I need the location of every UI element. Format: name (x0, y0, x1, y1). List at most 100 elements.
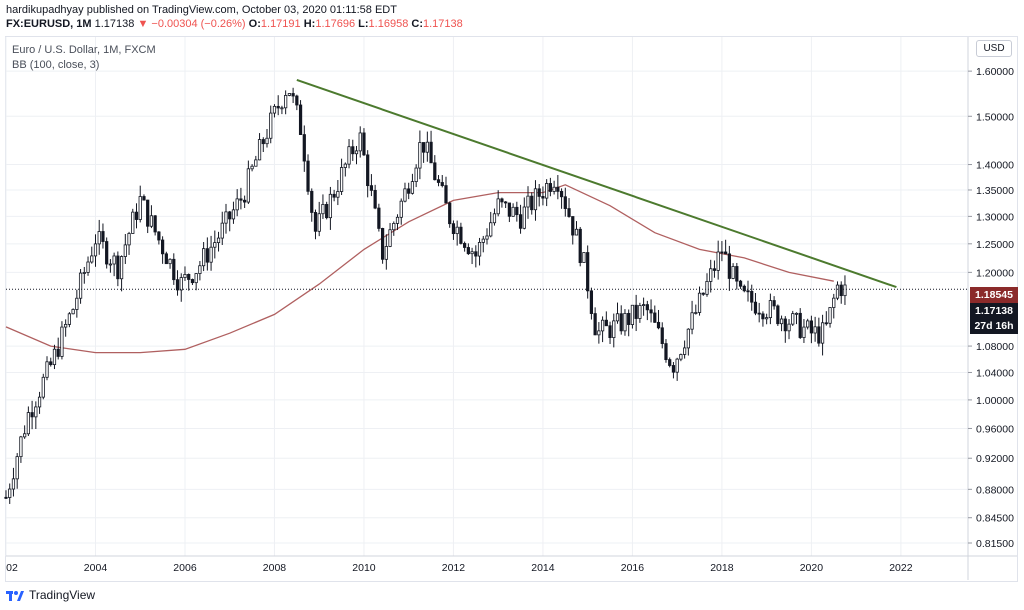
candle-body (813, 326, 817, 334)
candle-body (317, 213, 321, 232)
candle-body (604, 319, 608, 327)
candle-body (675, 358, 679, 373)
currency-button[interactable]: USD (976, 40, 1012, 57)
bb-basis-line (5, 184, 834, 354)
candle-body (500, 198, 504, 203)
candle-body (37, 396, 42, 408)
candle-body (339, 167, 344, 192)
candle-body (213, 242, 217, 248)
candle-body (388, 229, 392, 247)
candle-body (19, 436, 23, 458)
candle-body (354, 150, 359, 155)
candle-body (134, 211, 139, 220)
candle-body (776, 305, 780, 325)
candle-body (843, 284, 847, 297)
tradingview-brand[interactable]: TradingView (6, 588, 95, 602)
candle-body (265, 137, 269, 145)
candle-body (492, 213, 497, 224)
candle-body (567, 208, 571, 217)
candle-body (351, 146, 355, 155)
close-label: C: (411, 18, 423, 30)
candle-body (586, 252, 590, 292)
candle-body (287, 93, 291, 96)
candle-body (71, 309, 75, 315)
candle-body (619, 313, 623, 332)
candle-body (157, 231, 161, 241)
candle-body (116, 255, 120, 280)
candle-body (597, 330, 601, 336)
candle-body (310, 190, 314, 213)
candle-body (362, 132, 366, 156)
low-value: 1.16958 (368, 18, 409, 30)
candle-body (11, 478, 16, 490)
last-price: 1.17138 (94, 18, 135, 30)
candle-body (86, 261, 90, 273)
y-tick-label: 1.08000 (976, 341, 1014, 353)
high-label: H: (303, 18, 316, 30)
x-tick-label: 2012 (442, 562, 466, 574)
candle-body (90, 255, 94, 263)
candle-body (276, 105, 280, 109)
x-tick-label: 2008 (263, 562, 287, 574)
candle-body (198, 265, 202, 274)
candle-body (589, 290, 594, 314)
candle-body (440, 182, 444, 186)
candle-body (235, 198, 239, 211)
candle-body (470, 251, 474, 255)
candle-body (727, 253, 731, 279)
candle-body (746, 290, 750, 293)
candle-body (82, 272, 86, 274)
candle-body (410, 181, 415, 194)
candle-body (783, 318, 787, 332)
candle-body (742, 285, 746, 292)
low-label: L: (358, 18, 369, 30)
candle-body (537, 188, 541, 197)
candle-body (436, 179, 441, 183)
candle-body (175, 279, 180, 291)
candle-body (541, 196, 545, 199)
y-tick-label: 1.04000 (976, 367, 1014, 379)
candle-body (97, 231, 101, 245)
candle-body (608, 325, 612, 338)
y-tick-label: 0.84500 (976, 513, 1014, 525)
candle-body (75, 297, 79, 310)
candle-body (660, 327, 664, 344)
candle-body (705, 281, 709, 295)
candle-body (615, 313, 620, 322)
trendline (296, 78, 897, 289)
candle-body (515, 206, 519, 216)
y-tick-label: 0.92000 (976, 453, 1014, 465)
candle-body (302, 134, 306, 162)
candle-body (373, 189, 377, 209)
candle-body (183, 274, 187, 278)
candle-body (168, 258, 172, 265)
candle-body (545, 183, 549, 199)
y-tick-label: 0.88000 (976, 484, 1014, 496)
candle-body (832, 297, 836, 308)
candle-body (298, 104, 303, 135)
candle-body (511, 206, 515, 217)
candle-body (496, 198, 500, 215)
candle-body (712, 268, 717, 271)
indicator-label[interactable]: BB (100, close, 3) (12, 59, 100, 71)
candle-body (466, 247, 470, 255)
candle-body (761, 313, 765, 320)
candle-body (671, 365, 676, 373)
candle-body (187, 274, 191, 280)
candle-body (26, 412, 30, 435)
candle-body (634, 304, 638, 319)
candle-body (105, 241, 109, 265)
candle-body (220, 222, 224, 239)
candle-body (45, 361, 49, 378)
candle-body (403, 188, 407, 202)
candle-body (582, 252, 586, 263)
candle-body (772, 300, 776, 307)
candle-body (656, 321, 661, 329)
y-tick-label: 1.30000 (976, 211, 1014, 223)
candle-body (108, 263, 113, 266)
candle-body (768, 300, 772, 319)
candle-body (429, 141, 433, 164)
x-tick-label: 2018 (710, 562, 734, 574)
candle-body (451, 223, 456, 235)
